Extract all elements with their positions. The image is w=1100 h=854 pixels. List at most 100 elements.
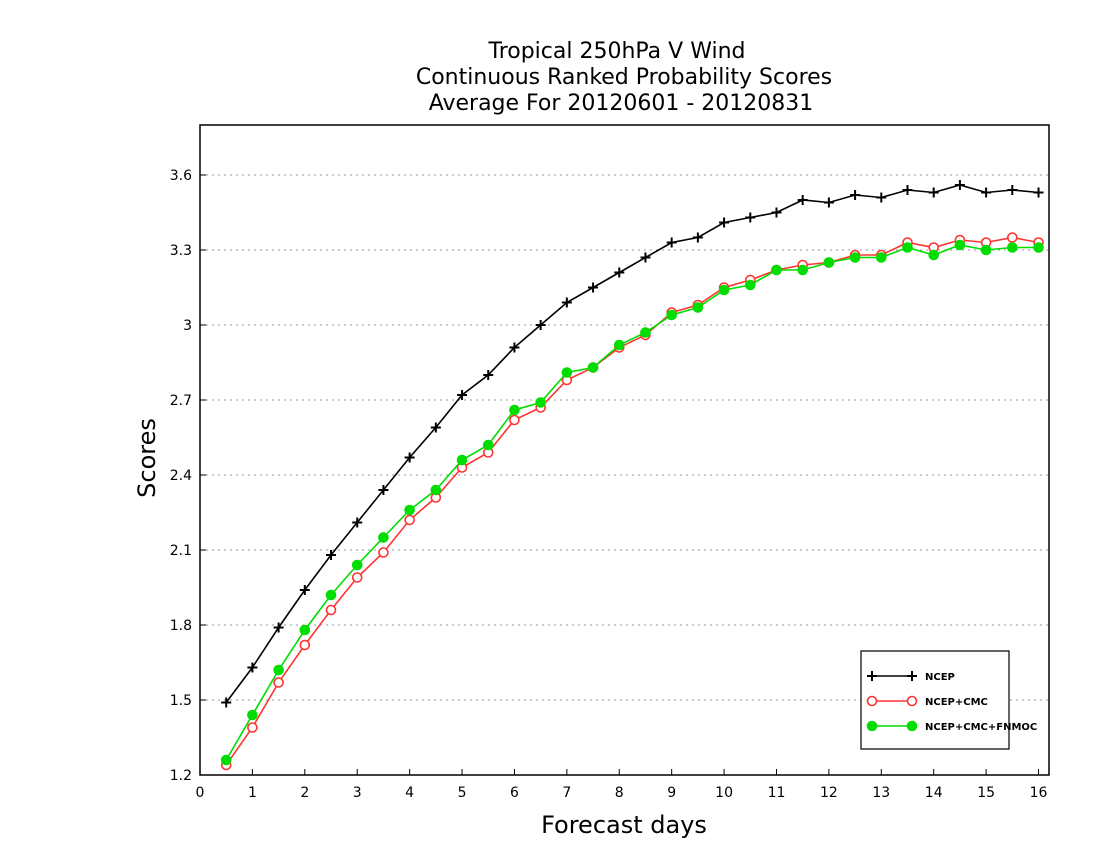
x-tick-label: 15 [977, 785, 995, 801]
y-tick-label: 2.1 [170, 543, 192, 559]
data-point [640, 252, 651, 263]
legend-entry: NCEP+CMC+FNMOC [866, 720, 1037, 733]
x-tick-label: 5 [458, 785, 467, 801]
data-point [299, 585, 310, 595]
data-point [378, 547, 389, 558]
data-point [482, 439, 494, 451]
x-tick-label: 6 [510, 785, 519, 801]
data-point [850, 190, 861, 200]
legend-box [860, 650, 1010, 750]
x-axis-label: Forecast days [541, 811, 707, 839]
data-point [273, 677, 284, 688]
y-tick-label: 2.4 [170, 468, 192, 484]
series-ncep [221, 180, 1044, 708]
data-point [692, 232, 703, 243]
data-point [561, 297, 572, 308]
data-point [404, 514, 415, 526]
data-point [613, 339, 625, 351]
data-point [1033, 242, 1044, 253]
y-axis-label: Scores [133, 418, 161, 498]
data-point [247, 662, 258, 673]
x-tick-label: 11 [768, 785, 786, 801]
data-point [509, 414, 520, 426]
data-point [849, 252, 861, 263]
data-point [954, 180, 965, 190]
chart-title-line-2: Continuous Ranked Probability Scores [416, 65, 832, 90]
data-point [587, 362, 599, 373]
data-point [981, 187, 992, 198]
data-point [535, 397, 546, 408]
data-point [640, 327, 651, 338]
data-point [875, 252, 887, 263]
legend-marker [866, 695, 878, 707]
data-point [221, 697, 232, 708]
data-point [509, 342, 520, 353]
x-tick-label: 7 [562, 785, 571, 801]
x-tick-label: 9 [667, 785, 676, 801]
data-point [718, 284, 730, 296]
data-point [456, 454, 468, 466]
data-point [378, 485, 389, 495]
data-point [378, 532, 389, 543]
x-tick-label: 4 [405, 785, 414, 801]
legend-marker [907, 671, 917, 681]
data-point [299, 639, 311, 651]
x-tick-label: 2 [300, 785, 309, 801]
data-point [928, 187, 939, 198]
data-point [247, 722, 258, 733]
data-point [457, 390, 468, 400]
y-tick-label: 3.3 [170, 243, 192, 259]
plot-frame [199, 124, 1050, 776]
data-point [823, 257, 835, 268]
data-point [1007, 185, 1018, 195]
data-point [980, 244, 992, 256]
legend-marker [866, 720, 878, 732]
data-point [928, 249, 940, 261]
y-tick-label: 1.2 [170, 768, 192, 784]
data-point [771, 264, 782, 276]
data-point [561, 367, 573, 378]
data-point [902, 242, 913, 253]
data-point [692, 302, 704, 313]
x-tick-label: 12 [820, 785, 838, 801]
data-point [351, 572, 363, 583]
data-point [954, 239, 966, 251]
y-tick-label: 1.8 [170, 618, 192, 634]
data-point [247, 709, 258, 721]
x-tick-label: 10 [715, 785, 733, 801]
data-point [535, 320, 546, 330]
data-point [876, 192, 887, 203]
data-point [325, 589, 337, 601]
legend-marker [906, 720, 918, 732]
y-tick-label: 1.5 [170, 693, 192, 709]
data-point [588, 282, 599, 293]
x-tick-label: 1 [248, 785, 257, 801]
data-point [666, 309, 677, 321]
data-point [797, 195, 808, 205]
y-tick-label: 2.7 [170, 393, 192, 409]
legend-label: NCEP+CMC [925, 697, 988, 708]
data-point [797, 264, 808, 276]
chart-title-line-1: Tropical 250hPa V Wind [487, 39, 745, 64]
data-point [483, 370, 494, 380]
data-point [325, 604, 337, 616]
x-tick-label: 0 [196, 785, 205, 801]
y-tick-label: 3 [183, 318, 192, 334]
data-point [745, 212, 756, 223]
series-ncep-cmc-fnmoc [220, 239, 1044, 766]
y-tick-label: 3.6 [170, 168, 192, 184]
data-point [430, 422, 441, 433]
data-point [719, 217, 730, 228]
data-point [220, 754, 232, 766]
data-point [666, 237, 677, 248]
x-tick-label: 16 [1030, 785, 1048, 801]
legend-label: NCEP [925, 672, 955, 683]
legend-marker [906, 695, 918, 707]
data-point [299, 624, 311, 636]
data-point [351, 559, 363, 571]
data-point [430, 484, 442, 496]
data-point [326, 550, 337, 560]
data-point [823, 197, 834, 208]
